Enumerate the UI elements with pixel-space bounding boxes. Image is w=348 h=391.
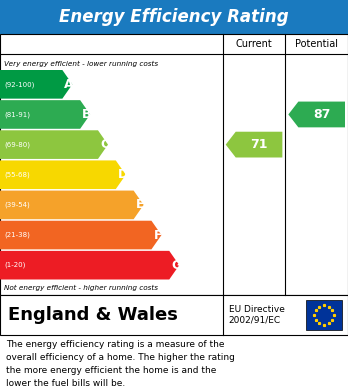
Polygon shape <box>226 132 282 158</box>
Text: B: B <box>82 108 92 121</box>
Text: Energy Efficiency Rating: Energy Efficiency Rating <box>59 8 289 26</box>
Polygon shape <box>288 102 345 127</box>
Polygon shape <box>0 70 72 99</box>
Text: EU Directive
2002/91/EC: EU Directive 2002/91/EC <box>229 305 285 325</box>
Text: (39-54): (39-54) <box>4 202 30 208</box>
Bar <box>0 0 348 34</box>
Polygon shape <box>0 221 161 249</box>
Text: (21-38): (21-38) <box>4 232 30 238</box>
Bar <box>0 34 348 295</box>
Text: Not energy efficient - higher running costs: Not energy efficient - higher running co… <box>4 285 158 291</box>
Text: (55-68): (55-68) <box>4 172 30 178</box>
Text: Potential: Potential <box>295 39 338 49</box>
Text: G: G <box>171 259 182 272</box>
Text: C: C <box>100 138 109 151</box>
Text: F: F <box>153 228 162 242</box>
Text: (69-80): (69-80) <box>4 142 30 148</box>
Text: D: D <box>118 168 128 181</box>
Bar <box>0 295 348 335</box>
Text: E: E <box>136 198 144 212</box>
Text: The energy efficiency rating is a measure of the
overall efficiency of a home. T: The energy efficiency rating is a measur… <box>6 340 235 387</box>
Text: (81-91): (81-91) <box>4 111 30 118</box>
Text: 87: 87 <box>313 108 330 121</box>
Text: England & Wales: England & Wales <box>8 306 178 324</box>
Polygon shape <box>0 130 108 159</box>
Polygon shape <box>0 251 179 280</box>
Polygon shape <box>0 160 126 189</box>
Text: Very energy efficient - lower running costs: Very energy efficient - lower running co… <box>4 61 158 67</box>
Text: Current: Current <box>236 39 272 49</box>
Polygon shape <box>0 100 90 129</box>
Text: 71: 71 <box>250 138 268 151</box>
Bar <box>306 300 342 330</box>
Text: (92-100): (92-100) <box>4 81 34 88</box>
Text: (1-20): (1-20) <box>4 262 25 269</box>
Polygon shape <box>0 190 144 219</box>
Text: A: A <box>64 78 74 91</box>
